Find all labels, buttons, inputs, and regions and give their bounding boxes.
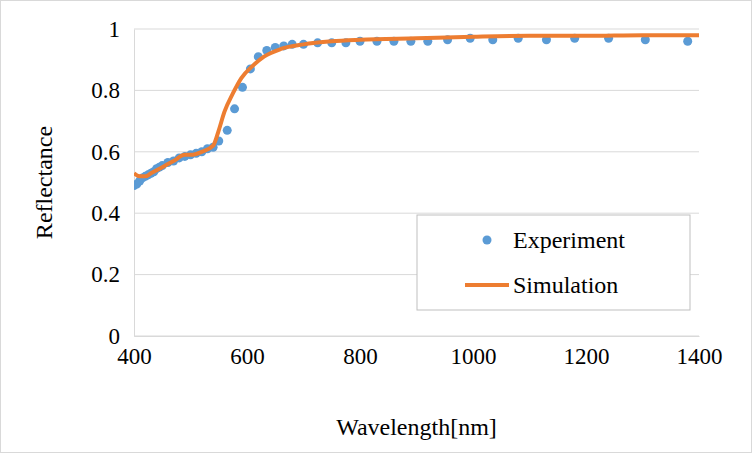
grid-line xyxy=(134,151,699,152)
grid xyxy=(134,29,699,336)
legend-label: Simulation xyxy=(513,272,618,298)
tick: 0 xyxy=(109,324,135,349)
y-axis: 0 0.2 0.4 0.6 0.8 1 xyxy=(91,17,134,349)
x-axis-title: Wavelength[nm] xyxy=(336,414,497,440)
tick: 0.8 xyxy=(91,78,134,103)
grid-line xyxy=(134,29,699,30)
tick: 1400 xyxy=(677,336,723,369)
data-point xyxy=(683,37,692,46)
tick: 1 xyxy=(109,17,135,42)
tick-label: 0.4 xyxy=(91,201,120,226)
tick-label: 1200 xyxy=(564,344,610,369)
tick-label: 600 xyxy=(230,344,265,369)
legend-item: Experiment xyxy=(483,227,626,253)
chart-frame xyxy=(1,1,752,453)
legend-item: Simulation xyxy=(465,272,618,298)
tick: 0.4 xyxy=(91,201,134,226)
tick-label: 0.2 xyxy=(91,262,120,287)
legend: Experiment Simulation xyxy=(417,215,690,310)
tick: 0.2 xyxy=(91,262,134,287)
data-point xyxy=(230,104,239,113)
tick-label: 800 xyxy=(343,344,378,369)
tick-label: 1400 xyxy=(677,344,723,369)
tick-label: 0 xyxy=(109,324,121,349)
tick-label: 0.6 xyxy=(91,140,120,165)
chart: 400 600 800 1000 1200 1400 0 0.2 0.4 0.6 0.8 1 Wavel… xyxy=(0,0,752,453)
series-line xyxy=(134,35,699,176)
legend-box xyxy=(417,215,690,310)
legend-label: Experiment xyxy=(513,227,625,253)
legend-swatch xyxy=(483,236,492,245)
grid-line xyxy=(134,336,699,337)
grid-line xyxy=(134,213,699,214)
tick: 800 xyxy=(343,336,378,369)
marks xyxy=(134,34,699,190)
tick: 600 xyxy=(230,336,265,369)
tick: 0.6 xyxy=(91,140,134,165)
tick: 400 xyxy=(117,336,152,369)
tick-label: 1 xyxy=(109,17,121,42)
grid-line xyxy=(134,90,699,91)
tick: 1000 xyxy=(451,336,497,369)
x-axis: 400 600 800 1000 1200 1400 xyxy=(117,336,722,369)
tick-label: 1000 xyxy=(451,344,497,369)
legend-swatch xyxy=(465,283,509,287)
axis-line xyxy=(135,336,700,337)
tick-label: 400 xyxy=(117,344,152,369)
y-axis-title: Reflectance xyxy=(31,126,57,239)
plot-area: 400 600 800 1000 1200 1400 0 0.2 0.4 0.6 0.8 1 xyxy=(91,17,722,369)
tick: 1200 xyxy=(564,336,610,369)
data-point xyxy=(223,126,232,135)
tick-label: 0.8 xyxy=(91,78,120,103)
